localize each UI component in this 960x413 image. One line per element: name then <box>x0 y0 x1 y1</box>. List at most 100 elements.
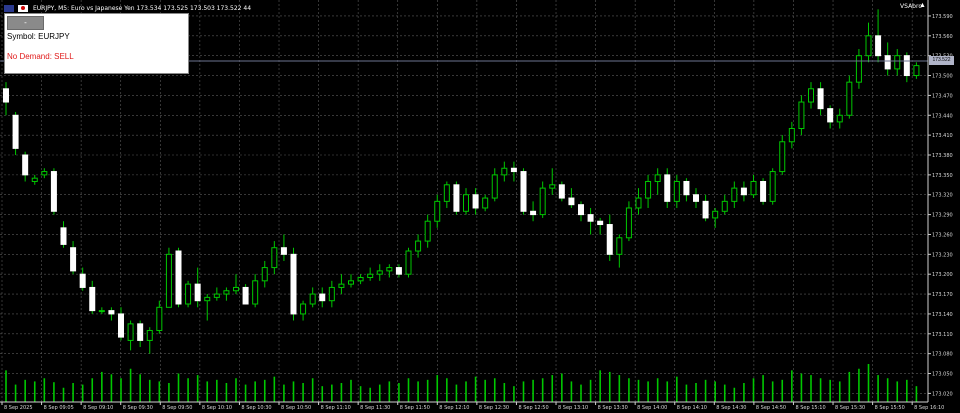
candle-body <box>664 174 671 202</box>
candle-body <box>50 171 57 212</box>
candle-body <box>300 303 307 315</box>
x-tick-label: 8 Sep 15:30 <box>835 405 865 411</box>
candle <box>3 82 9 116</box>
y-tick-label: 173.350 <box>932 173 953 179</box>
candle <box>855 49 862 89</box>
candle <box>769 168 776 205</box>
candle <box>137 320 144 348</box>
x-tick-label: 8 Sep 09:50 <box>162 405 192 411</box>
candle <box>568 188 575 208</box>
y-tick-label: 173.320 <box>932 193 953 199</box>
candle <box>827 105 834 129</box>
candle-body <box>328 286 335 302</box>
candle-body <box>568 197 575 206</box>
candle <box>463 188 469 215</box>
y-tick-label: 173.020 <box>932 391 953 397</box>
candle <box>213 287 220 301</box>
candle <box>118 307 124 341</box>
candle-body <box>798 101 805 130</box>
x-tick-label: 8 Sep 10:10 <box>202 405 232 411</box>
candle <box>721 194 728 215</box>
japan-flag-icon <box>18 4 28 12</box>
candle-body <box>156 306 163 331</box>
candle-body <box>146 329 153 341</box>
candle <box>367 267 374 281</box>
candle-body <box>549 184 556 189</box>
candle <box>520 168 527 215</box>
candle <box>501 161 508 182</box>
candle-body <box>635 197 642 209</box>
candle-body <box>779 141 786 173</box>
candle-body <box>89 286 96 312</box>
candle-body <box>884 55 891 70</box>
candle-body <box>482 197 489 209</box>
candle <box>386 264 393 278</box>
x-tick-label: 8 Sep 16:10 <box>914 405 944 411</box>
x-tick-label: 8 Sep 09:05 <box>44 405 74 411</box>
candle <box>846 75 853 119</box>
candle <box>884 42 891 76</box>
y-tick-label: 173.470 <box>932 93 953 99</box>
candle <box>693 188 699 208</box>
y-tick-label: 173.110 <box>932 332 953 338</box>
candle-body <box>348 280 354 285</box>
candle-body <box>31 177 38 182</box>
candle <box>223 287 230 301</box>
candle <box>376 264 383 281</box>
minimize-button[interactable]: - <box>7 16 44 30</box>
candle <box>204 294 211 321</box>
candle-body <box>712 210 719 219</box>
candle-series <box>3 9 920 354</box>
candle-body <box>376 270 383 275</box>
candle <box>616 234 623 268</box>
candle-body <box>434 200 441 222</box>
candle-body <box>827 108 834 123</box>
candle-body <box>817 88 824 110</box>
candle <box>645 174 652 208</box>
candle <box>328 280 335 308</box>
candle <box>673 174 680 208</box>
candle-body <box>606 224 613 255</box>
y-tick-label: 173.500 <box>932 74 953 80</box>
candle <box>146 327 153 354</box>
candle <box>194 267 201 308</box>
candle-body <box>597 220 604 226</box>
y-tick-label: 173.410 <box>932 133 953 139</box>
x-tick-label: 8 Sep 11:30 <box>360 405 390 411</box>
candle <box>549 168 556 195</box>
x-tick-label: 8 Sep 15:10 <box>795 405 825 411</box>
candle <box>654 168 661 195</box>
candle <box>587 207 594 235</box>
candle-body <box>185 283 192 305</box>
candle <box>79 267 86 291</box>
x-tick-label: 8 Sep 10:30 <box>241 405 271 411</box>
candle <box>300 300 307 321</box>
candle-body <box>750 180 757 196</box>
candle-body <box>395 267 402 275</box>
candle-body <box>846 81 853 116</box>
candle-body <box>693 194 699 202</box>
expert-advisor-label[interactable]: VSAbro <box>900 3 922 10</box>
candle-body <box>204 296 211 302</box>
x-tick-label: 8 Sep 15:50 <box>875 405 905 411</box>
candle-body <box>865 35 872 57</box>
hat-icon[interactable]: ▲ <box>919 2 926 9</box>
candle-body <box>213 293 220 298</box>
candle-body <box>290 253 297 315</box>
candle-body <box>252 280 259 305</box>
x-tick-label: 8 Sep 14:10 <box>677 405 707 411</box>
candle-body <box>175 250 182 305</box>
x-tick-label: 8 Sep 09:30 <box>123 405 153 411</box>
candle-body <box>60 227 67 245</box>
y-tick-label: 173.260 <box>932 232 953 238</box>
candle <box>252 274 259 308</box>
candle <box>683 178 690 202</box>
candle <box>788 121 795 149</box>
candle-body <box>740 187 747 196</box>
candle <box>731 181 738 208</box>
candle-body <box>645 180 652 199</box>
x-tick-label: 8 Sep 14:50 <box>756 405 786 411</box>
candle-body <box>788 128 795 143</box>
candle-body <box>501 167 508 176</box>
